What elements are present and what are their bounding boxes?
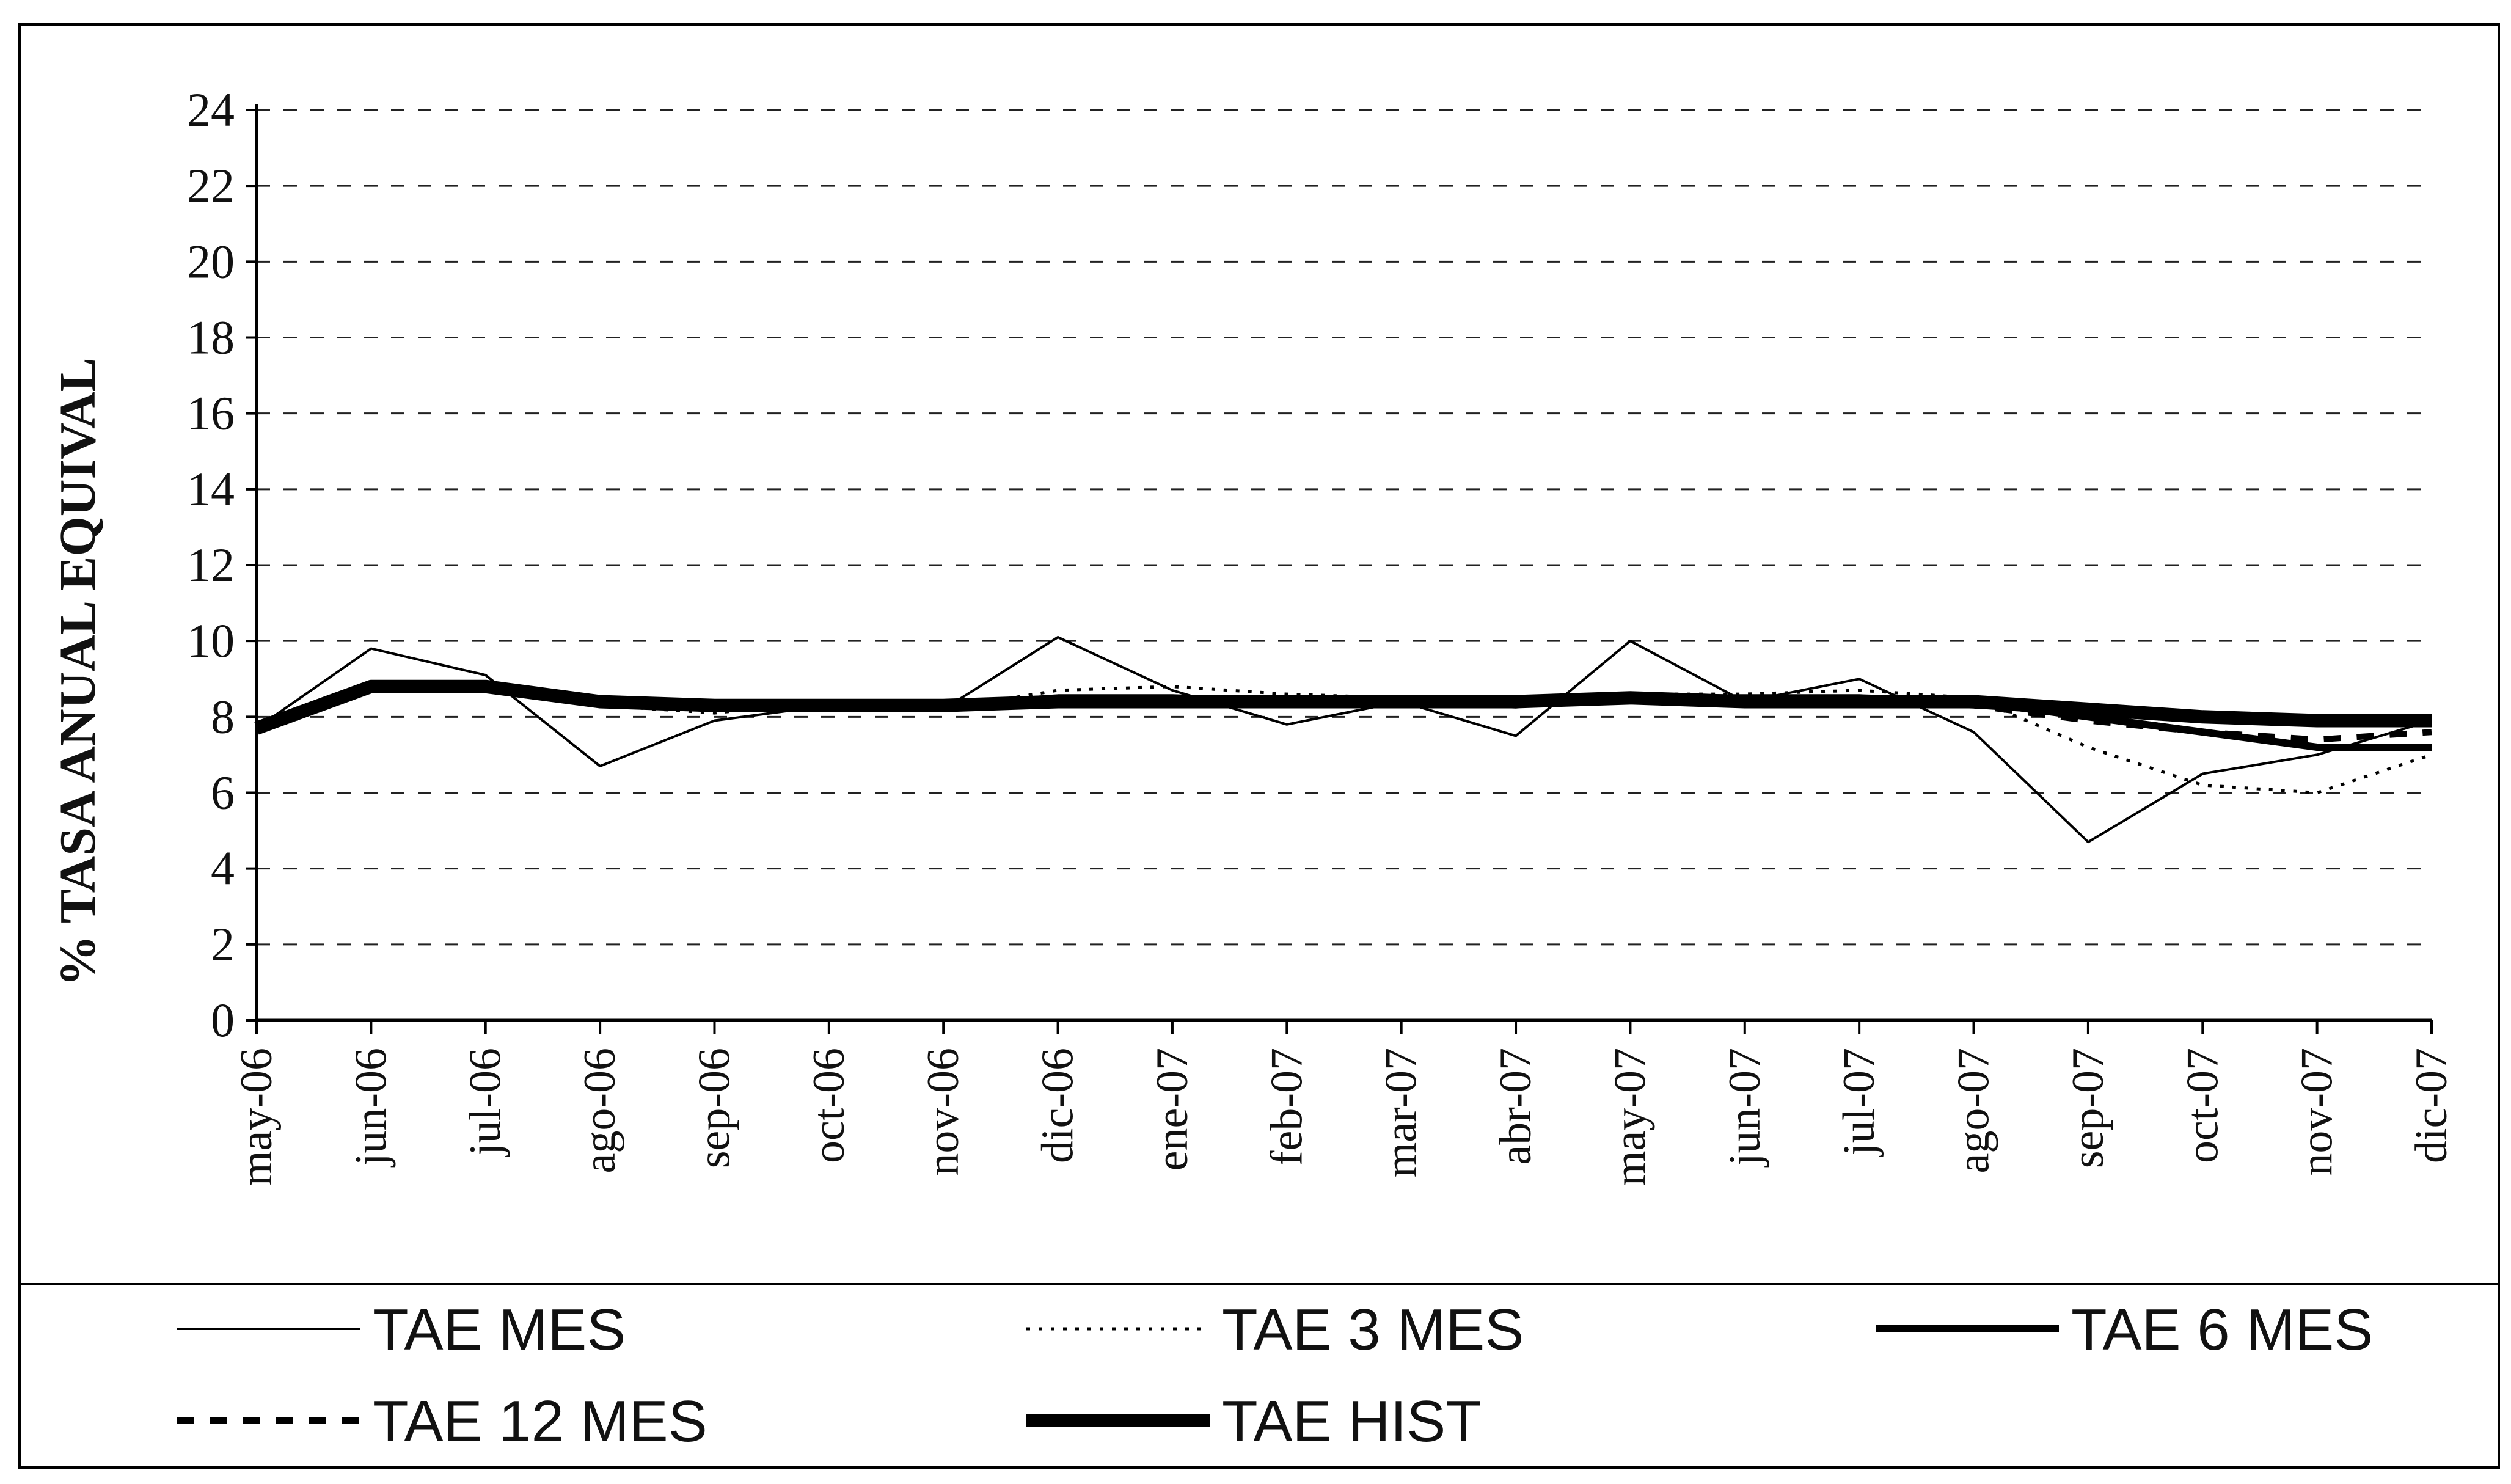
gridlines bbox=[257, 109, 2432, 946]
series-line-tae-mes bbox=[255, 636, 2432, 844]
axes bbox=[246, 104, 2433, 1034]
x-tick-label: jun-06 bbox=[346, 1048, 396, 1168]
x-tick-label: may-06 bbox=[232, 1048, 282, 1186]
x-tick-label: ene-07 bbox=[1147, 1048, 1197, 1171]
y-tick-label: 22 bbox=[187, 159, 235, 212]
y-tick-label: 12 bbox=[187, 538, 235, 591]
y-tick-label: 4 bbox=[211, 842, 235, 895]
x-tick-label: oct-06 bbox=[804, 1048, 854, 1163]
series-lines bbox=[254, 636, 2432, 844]
legend-label: TAE HIST bbox=[1222, 1389, 1482, 1454]
x-tick-label: mar-07 bbox=[1376, 1048, 1427, 1177]
x-tick-label: may-07 bbox=[1605, 1048, 1655, 1186]
x-tick-label: jul-06 bbox=[461, 1048, 511, 1158]
x-tick-label: nov-06 bbox=[918, 1048, 968, 1176]
series-line-tae-hist bbox=[254, 679, 2432, 735]
x-tick-label: sep-06 bbox=[689, 1048, 739, 1168]
x-tick-label: ago-07 bbox=[1949, 1048, 1999, 1174]
x-tick-labels: may-06 jun-06 jul-06 ago-06 sep-06 oct-06 nov-… bbox=[232, 1048, 2457, 1186]
x-tick-label: oct-07 bbox=[2177, 1048, 2228, 1163]
x-tick-label: ago-06 bbox=[575, 1048, 625, 1174]
y-tick-label: 6 bbox=[211, 766, 235, 819]
y-tick-label: 0 bbox=[211, 993, 235, 1047]
y-tick-label: 24 bbox=[187, 83, 235, 136]
y-tick-label: 20 bbox=[187, 235, 235, 288]
y-axis-label: % TASA ANUAL EQUIVAL bbox=[49, 357, 106, 986]
x-tick-label: dic-07 bbox=[2407, 1048, 2457, 1163]
y-tick-label: 2 bbox=[211, 918, 235, 971]
x-tick-label: nov-07 bbox=[2292, 1048, 2342, 1176]
x-tick-label: jul-07 bbox=[1834, 1048, 1884, 1158]
legend: TAE MES TAE 3 MES TAE 6 MES TAE 12 MES TAE H… bbox=[177, 1297, 2373, 1454]
legend-label: TAE 12 MES bbox=[373, 1389, 707, 1454]
y-tick-label: 10 bbox=[187, 614, 235, 667]
x-tick-label: feb-07 bbox=[1262, 1048, 1312, 1166]
y-tick-label: 14 bbox=[187, 462, 235, 516]
x-tick-label: jun-07 bbox=[1720, 1048, 1770, 1168]
y-tick-label: 18 bbox=[187, 311, 235, 364]
y-tick-label: 8 bbox=[211, 690, 235, 743]
x-tick-label: abr-07 bbox=[1491, 1048, 1541, 1165]
x-tick-label: dic-06 bbox=[1033, 1048, 1083, 1163]
y-tick-label: 16 bbox=[187, 387, 235, 440]
x-tick-label: sep-07 bbox=[2063, 1048, 2113, 1168]
legend-label: TAE 6 MES bbox=[2071, 1297, 2373, 1362]
legend-label: TAE 3 MES bbox=[1222, 1297, 1524, 1362]
chart-border bbox=[18, 23, 2500, 1469]
legend-label: TAE MES bbox=[373, 1297, 626, 1362]
